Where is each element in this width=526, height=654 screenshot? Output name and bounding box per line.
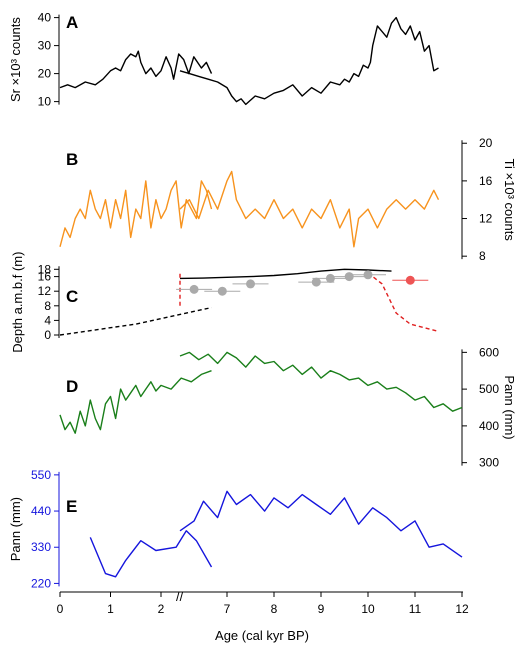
panel-E-y-tick-label: 440	[31, 504, 51, 518]
panel-A-y-tick-label: 20	[38, 67, 52, 81]
x-tick-label: 7	[224, 602, 231, 616]
x-tick-label: 12	[455, 602, 469, 616]
x-tick-label: 2	[158, 602, 165, 616]
panel-C-curve-4	[367, 272, 439, 333]
x-tick-label: 9	[318, 602, 325, 616]
panel-B-y-tick-label: 8	[479, 249, 486, 263]
panel-A-series-segment-2	[179, 16, 439, 106]
panel-A-letter: A	[66, 13, 78, 32]
panel-E-series-segment-1	[89, 530, 213, 578]
panel-D-y-tick-label: 500	[479, 382, 499, 396]
panel-C-y-tick-label: 4	[44, 313, 51, 327]
x-axis-break-mark: //	[176, 589, 184, 604]
x-tick-label: 8	[271, 602, 278, 616]
panel-C-y-label: Depth a.m.b.f (m)	[10, 252, 25, 353]
panel-C-data-point	[325, 273, 335, 283]
x-axis-label: Age (cal kyr BP)	[215, 628, 309, 643]
x-tick-label: 0	[57, 602, 64, 616]
panel-C-data-point	[246, 279, 255, 289]
panel-C-curve-1	[59, 306, 212, 336]
panel-C-letter: C	[66, 287, 78, 306]
panel-B-y-tick-label: 12	[479, 212, 493, 226]
panel-C-y-tick-label: 18	[38, 262, 52, 276]
panel-A-y-tick-label: 10	[38, 95, 52, 109]
panel-B-series-segment-1	[59, 180, 213, 247]
panel-D-series-segment-2	[179, 351, 463, 412]
x-tick-label: 11	[409, 602, 422, 616]
panel-B-series-segment-2	[179, 170, 440, 248]
panel-A: A 10 20 30 40 Sr ×10³ counts	[8, 11, 439, 109]
panel-D-series-segment-1	[59, 370, 212, 434]
panel-C-y-tick-label: 0	[44, 328, 51, 342]
x-tick-label: 1	[107, 602, 114, 616]
panel-D-y-tick-label: 400	[479, 419, 499, 433]
panel-C-y-tick-label: 16	[38, 270, 52, 284]
panel-E-letter: E	[66, 497, 77, 516]
panel-D-y-label: Pann (mm)	[502, 375, 517, 439]
panel-C-data-point	[311, 277, 321, 287]
panel-C-data-point	[405, 275, 415, 285]
panel-D-y-tick-label: 600	[479, 345, 499, 359]
panel-E: E 220 330 440 550 Pann (mm)	[8, 468, 463, 590]
panel-E-y-tick-label: 330	[31, 540, 51, 554]
panel-A-y-tick-label: 30	[38, 39, 52, 53]
panel-C-data-point	[363, 270, 373, 280]
panel-D-y-tick-label: 300	[479, 456, 499, 470]
panel-C-y-tick-label: 8	[44, 299, 51, 313]
panel-C-data-point	[344, 272, 354, 282]
panel-A-y-tick-label: 40	[38, 11, 52, 25]
panel-C-data-point	[217, 286, 227, 296]
panel-A-series-segment-1	[59, 50, 213, 89]
panel-B: B 8 12 16 20 Ti ×10³ counts	[59, 136, 517, 263]
panel-B-y-tick-label: 16	[479, 174, 493, 188]
panel-E-y-tick-label: 550	[31, 468, 51, 482]
panel-D-letter: D	[66, 377, 78, 396]
panel-A-y-label: Sr ×10³ counts	[8, 17, 23, 102]
panel-B-letter: B	[66, 150, 78, 169]
panel-C-y-tick-label: 12	[38, 284, 52, 298]
panel-C-data-point	[189, 284, 199, 294]
x-tick-label: 10	[361, 602, 375, 616]
panel-D: D 300 400 500 600 Pann (mm)	[59, 345, 517, 470]
panel-E-y-label: Pann (mm)	[8, 497, 23, 561]
panel-E-y-tick-label: 220	[31, 576, 51, 590]
panel-E-series-segment-2	[179, 490, 463, 558]
panel-B-y-label: Ti ×10³ counts	[502, 159, 517, 242]
panel-B-y-tick-label: 20	[479, 136, 493, 150]
panel-C-curve-2	[179, 268, 392, 280]
